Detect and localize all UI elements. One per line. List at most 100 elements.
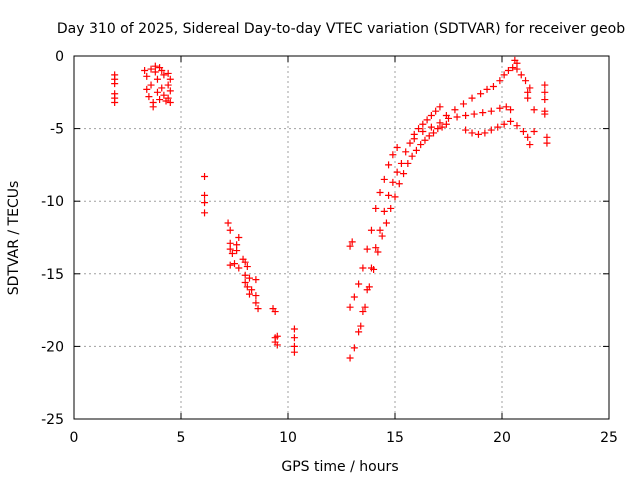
data-point: [355, 280, 363, 288]
data-point: [153, 75, 161, 83]
data-point: [378, 232, 386, 240]
x-tick-label: 25: [600, 430, 618, 446]
data-point: [402, 148, 410, 156]
data-point: [380, 207, 388, 215]
data-point: [442, 120, 450, 128]
data-point: [382, 219, 390, 227]
data-point: [346, 354, 354, 362]
data-point: [481, 129, 489, 137]
data-point: [462, 112, 470, 120]
y-tick-label: -25: [41, 412, 64, 428]
y-tick-label: -15: [41, 267, 64, 283]
data-point: [487, 107, 495, 115]
data-point: [530, 128, 538, 136]
data-point: [477, 90, 485, 98]
data-point: [408, 152, 416, 160]
data-point: [363, 245, 371, 253]
data-point: [254, 305, 262, 313]
data-point: [459, 100, 467, 108]
data-point: [430, 129, 438, 137]
data-point: [372, 244, 380, 252]
y-axis-label: SDTVAR / TECUs: [6, 181, 22, 296]
axis-ticks: 0 5 10 15 20 25 0 -5 -10 -15 -20 -25: [41, 49, 618, 446]
y-tick-label: -10: [41, 194, 64, 210]
data-point: [432, 107, 440, 115]
data-point: [350, 293, 358, 301]
data-point: [271, 308, 279, 316]
data-point: [158, 67, 166, 75]
data-point: [453, 113, 461, 121]
data-point: [462, 126, 470, 134]
data-point: [468, 129, 476, 137]
data-point: [350, 344, 358, 352]
data-point: [509, 64, 517, 72]
data-point: [415, 125, 423, 133]
data-point: [425, 132, 433, 140]
data-point: [436, 119, 444, 127]
x-tick-label: 10: [279, 430, 297, 446]
data-point: [235, 234, 243, 241]
data-point: [164, 94, 172, 102]
data-point: [290, 348, 298, 356]
data-point: [483, 85, 491, 93]
data-point: [513, 59, 521, 67]
data-point: [541, 88, 549, 96]
data-point: [346, 303, 354, 311]
data-point: [252, 299, 260, 307]
data-point: [252, 276, 260, 284]
data-point: [423, 116, 431, 124]
data-point: [359, 308, 367, 316]
data-point: [226, 245, 234, 253]
y-tick-label: 0: [55, 49, 64, 65]
data-point: [245, 274, 253, 282]
data-point: [507, 117, 515, 125]
data-point: [346, 242, 354, 250]
data-point: [160, 71, 168, 79]
data-point: [541, 81, 549, 89]
data-points: [111, 56, 551, 362]
data-point: [421, 136, 429, 144]
data-point: [404, 159, 412, 167]
data-point: [226, 261, 234, 269]
data-point: [111, 80, 119, 88]
data-point: [243, 283, 251, 291]
data-point: [355, 328, 363, 336]
data-point: [376, 226, 384, 234]
data-point: [248, 286, 256, 294]
data-point: [530, 106, 538, 114]
data-point: [470, 110, 478, 118]
grid-lines: [74, 56, 609, 419]
data-point: [380, 175, 388, 183]
data-point: [111, 98, 119, 106]
data-point: [393, 168, 401, 176]
data-point: [273, 332, 281, 340]
data-point: [290, 334, 298, 342]
data-point: [395, 180, 403, 188]
data-point: [241, 258, 249, 266]
data-point: [541, 110, 549, 118]
data-point: [348, 238, 356, 246]
data-point: [374, 248, 382, 256]
data-point: [228, 249, 236, 257]
data-point: [357, 322, 365, 330]
data-point: [526, 141, 534, 149]
data-point: [517, 71, 525, 79]
data-point: [243, 263, 251, 271]
data-point: [434, 125, 442, 133]
data-point: [391, 193, 399, 201]
data-point: [504, 67, 512, 75]
data-point: [166, 98, 174, 106]
data-point: [235, 264, 243, 272]
data-point: [410, 135, 418, 143]
data-point: [496, 77, 504, 85]
data-point: [479, 109, 487, 117]
data-point: [158, 84, 166, 92]
data-point: [147, 81, 155, 89]
data-point: [145, 93, 153, 101]
x-axis-label: GPS time / hours: [281, 459, 398, 475]
data-point: [166, 87, 174, 95]
data-point: [468, 94, 476, 102]
y-tick-label: -5: [50, 122, 64, 138]
data-point: [233, 247, 241, 255]
x-tick-label: 15: [386, 430, 404, 446]
